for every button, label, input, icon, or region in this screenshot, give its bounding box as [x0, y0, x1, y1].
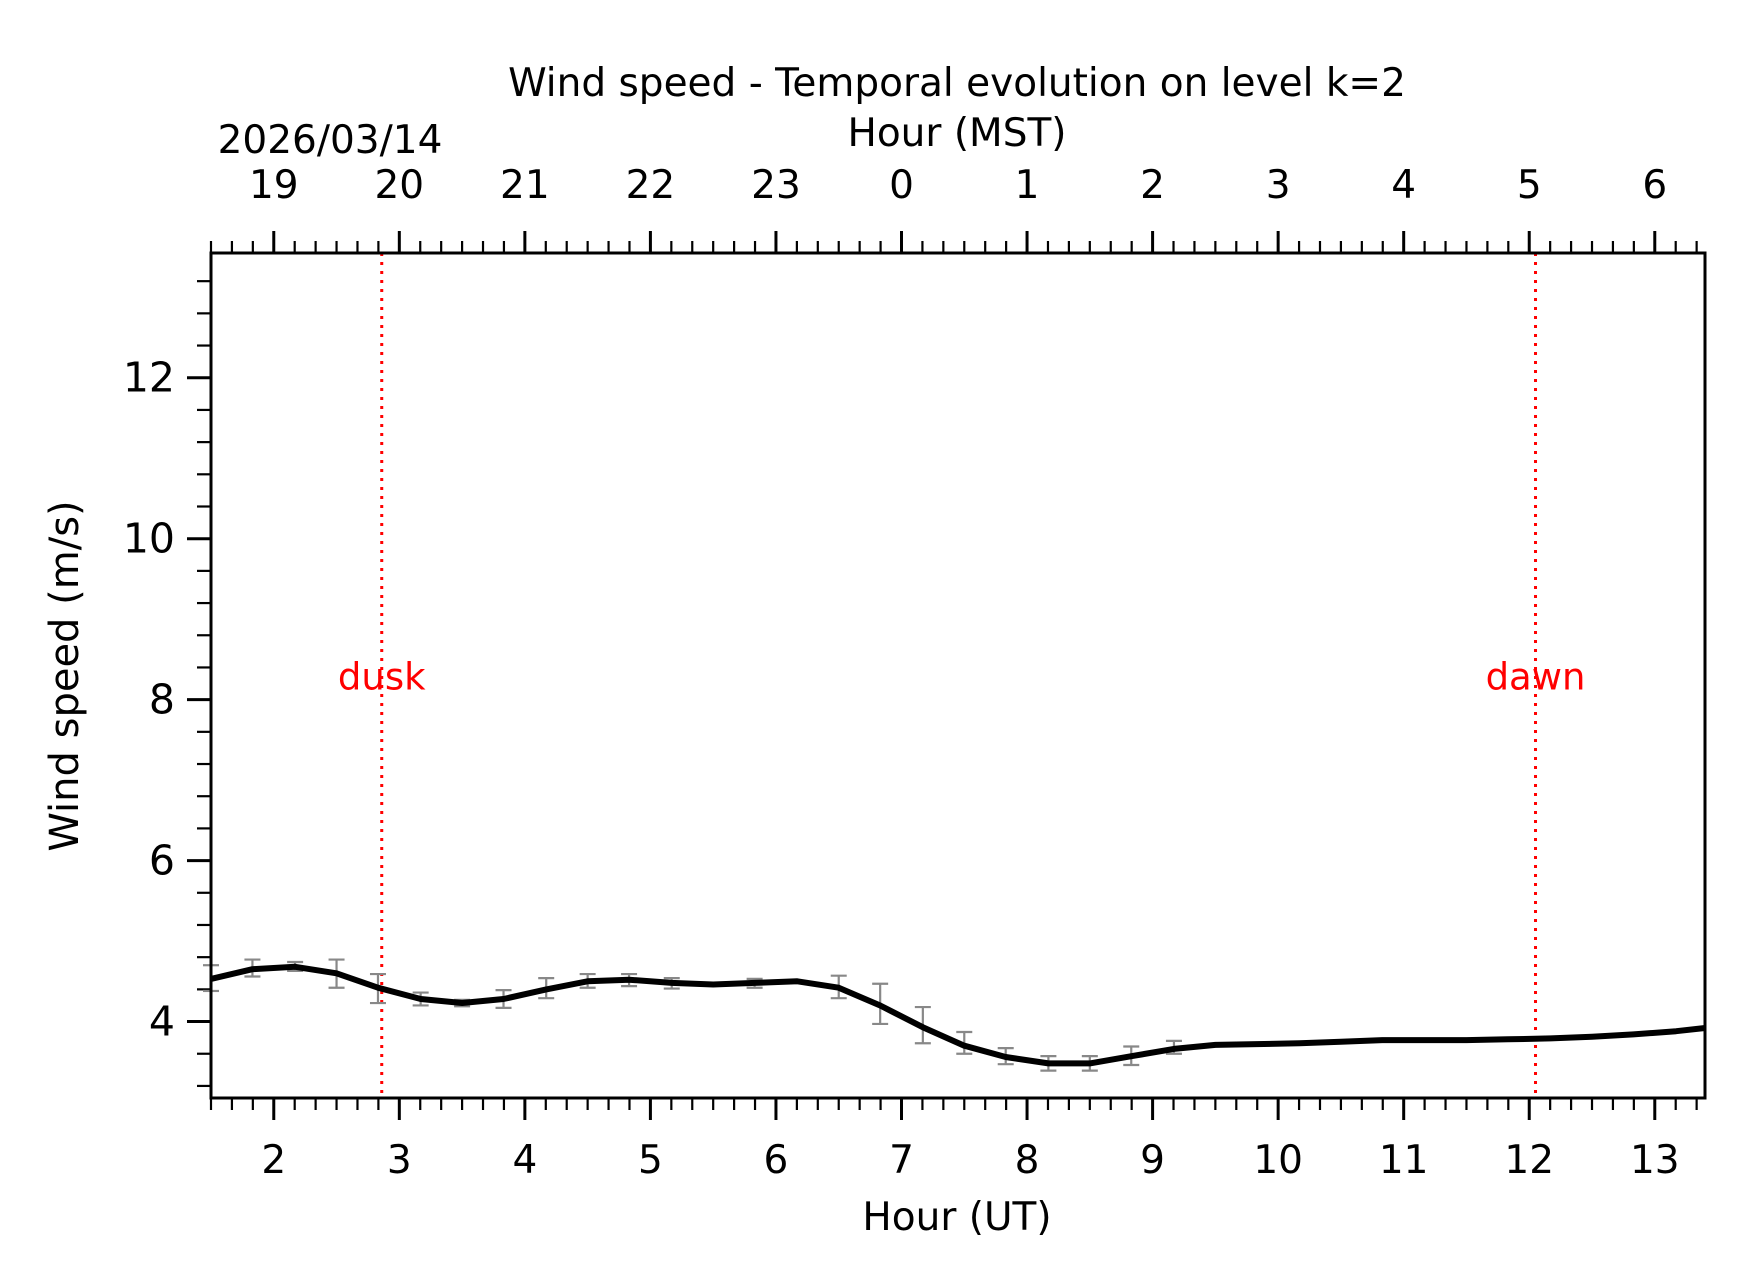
axis-ticks	[187, 231, 1698, 1120]
x-tick-label: 4	[512, 1138, 537, 1183]
x-tick-label: 11	[1379, 1138, 1429, 1183]
x-tick-label: 8	[1015, 1138, 1040, 1183]
annotations: dusk dawn	[338, 253, 1586, 1098]
x-tick-label: 13	[1630, 1138, 1680, 1183]
top-tick-label: 0	[889, 163, 914, 208]
top-tick-label: 23	[751, 163, 801, 208]
top-tick-label: 20	[374, 163, 424, 208]
x-axis-label: Hour (UT)	[862, 1195, 1051, 1240]
top-tick-label: 5	[1517, 163, 1542, 208]
top-tick-label: 3	[1266, 163, 1291, 208]
top-axis-label: Hour (MST)	[848, 111, 1067, 156]
series-lines	[210, 963, 1706, 1067]
date-label: 2026/03/14	[218, 118, 443, 163]
annotation-label-dusk: dusk	[338, 656, 426, 699]
chart-title: Wind speed - Temporal evolution on level…	[508, 61, 1406, 106]
top-tick-label: 2	[1140, 163, 1165, 208]
x-tick-label: 12	[1504, 1138, 1554, 1183]
top-tick-label: 6	[1642, 163, 1667, 208]
x-tick-label: 10	[1253, 1138, 1303, 1183]
x-tick-label: 5	[638, 1138, 663, 1183]
x-tick-label: 3	[387, 1138, 412, 1183]
top-tick-label: 21	[500, 163, 550, 208]
x-tick-label: 2	[261, 1138, 286, 1183]
y-tick-label: 12	[123, 354, 175, 402]
x-tick-label: 7	[889, 1138, 914, 1183]
y-tick-label: 10	[123, 515, 175, 563]
y-axis-label: Wind speed (m/s)	[42, 500, 88, 851]
top-tick-label: 4	[1391, 163, 1416, 208]
series-line-wind-speed	[210, 963, 1706, 1067]
top-tick-label: 1	[1015, 163, 1040, 208]
y-tick-label: 6	[149, 837, 175, 885]
annotation-label-dawn: dawn	[1486, 656, 1586, 699]
x-tick-label: 9	[1140, 1138, 1165, 1183]
top-tick-label: 19	[249, 163, 299, 208]
plot-frame	[209, 251, 1707, 1100]
y-tick-label: 8	[149, 676, 175, 724]
y-tick-label: 4	[149, 998, 175, 1046]
top-tick-label: 22	[626, 163, 676, 208]
x-tick-label: 6	[764, 1138, 789, 1183]
